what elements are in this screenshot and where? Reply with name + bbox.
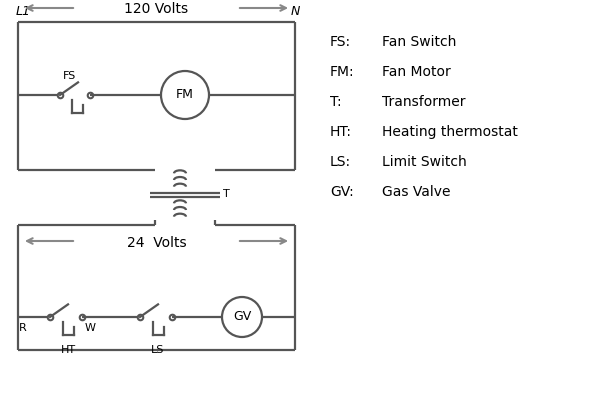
Text: Transformer: Transformer [382, 95, 466, 109]
Text: 24  Volts: 24 Volts [127, 236, 186, 250]
Text: N: N [290, 5, 300, 18]
Text: GV:: GV: [330, 185, 354, 199]
Text: Gas Valve: Gas Valve [382, 185, 451, 199]
Text: FM: FM [176, 88, 194, 102]
Text: GV: GV [233, 310, 251, 324]
Text: R: R [19, 323, 27, 333]
Text: HT: HT [60, 345, 76, 355]
Text: FM:: FM: [330, 65, 355, 79]
Text: HT:: HT: [330, 125, 352, 139]
Text: Fan Motor: Fan Motor [382, 65, 451, 79]
Text: Fan Switch: Fan Switch [382, 35, 457, 49]
Text: FS:: FS: [330, 35, 351, 49]
Text: 120 Volts: 120 Volts [124, 2, 189, 16]
Text: FS: FS [63, 71, 76, 81]
Text: Limit Switch: Limit Switch [382, 155, 467, 169]
Text: L1: L1 [16, 5, 31, 18]
Text: T:: T: [330, 95, 342, 109]
Text: LS:: LS: [330, 155, 351, 169]
Text: W: W [85, 323, 96, 333]
Text: LS: LS [151, 345, 165, 355]
Text: T: T [223, 189, 230, 199]
Text: Heating thermostat: Heating thermostat [382, 125, 518, 139]
